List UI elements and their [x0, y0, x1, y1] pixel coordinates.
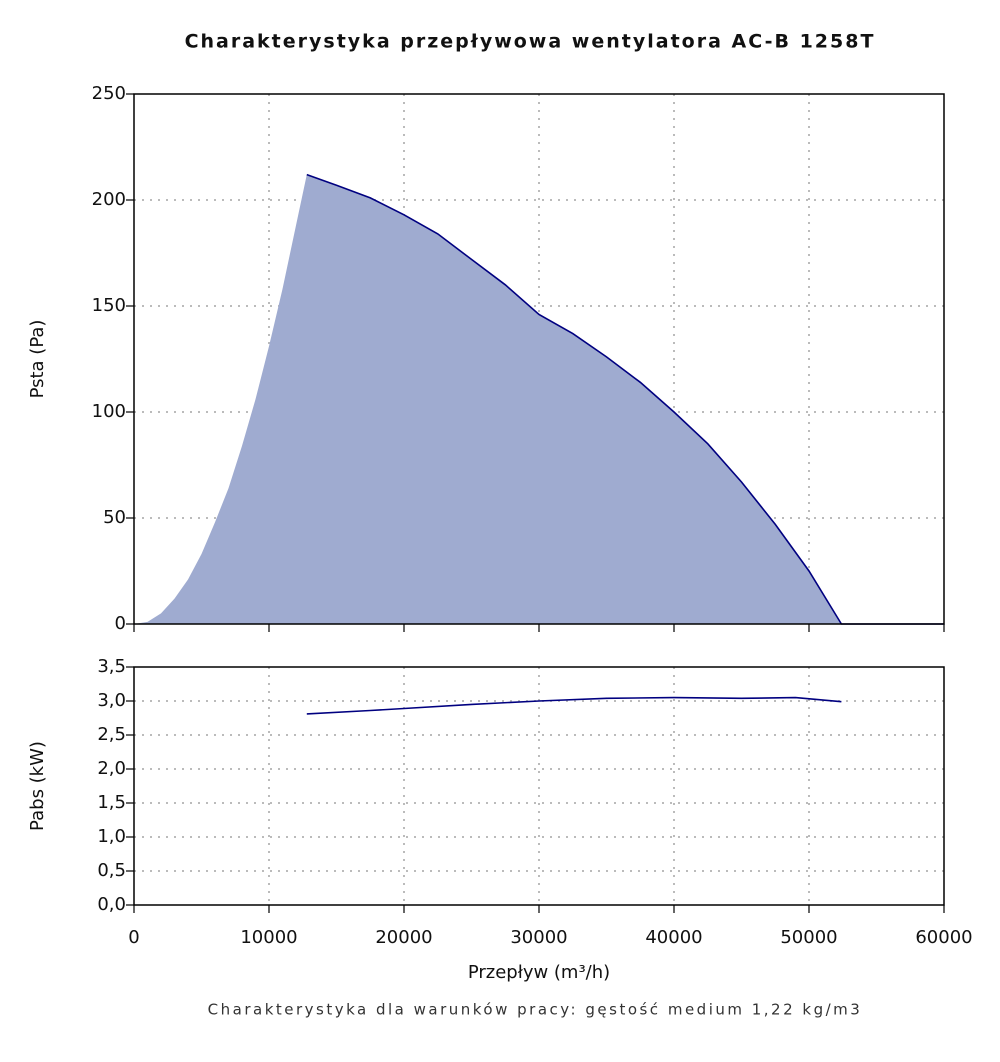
y-tick-label: 0,5 — [97, 860, 126, 881]
y-tick-label: 250 — [92, 83, 126, 104]
plot-frame — [133, 93, 945, 625]
x-tick-label: 40000 — [645, 927, 702, 948]
y-tick-label: 100 — [92, 401, 126, 422]
x-tick-label: 60000 — [915, 927, 972, 948]
y-tick-label: 2,0 — [97, 758, 126, 779]
footnote: Charakterystyka dla warunków pracy: gęst… — [208, 1001, 863, 1019]
y-tick-label: 1,5 — [97, 792, 126, 813]
x-tick-label: 30000 — [510, 927, 567, 948]
y-tick-label: 150 — [92, 295, 126, 316]
y-tick-label: 2,5 — [97, 724, 126, 745]
y-tick-label: 200 — [92, 189, 126, 210]
line — [306, 173, 944, 625]
y-tick-label: 50 — [103, 507, 126, 528]
x-tick-label: 50000 — [780, 927, 837, 948]
y-tick-label: 0,0 — [97, 894, 126, 915]
y-tick-label: 3,0 — [97, 690, 126, 711]
area — [134, 174, 944, 624]
plot-frame — [133, 666, 945, 906]
y-tick-label: 3,5 — [97, 656, 126, 677]
y-tick-label: 0 — [115, 613, 126, 634]
y-tick-label: 1,0 — [97, 826, 126, 847]
x-axis-label: Przepływ (m³/h) — [468, 962, 610, 983]
x-tick-label: 20000 — [375, 927, 432, 948]
x-tick-label: 0 — [128, 927, 139, 948]
line — [306, 696, 842, 715]
chart-title: Charakterystyka przepływowa wentylatora … — [185, 31, 876, 53]
y-axis-label: Pabs (kW) — [27, 741, 48, 831]
y-axis-label: Psta (Pa) — [27, 320, 48, 399]
x-tick-label: 10000 — [240, 927, 297, 948]
